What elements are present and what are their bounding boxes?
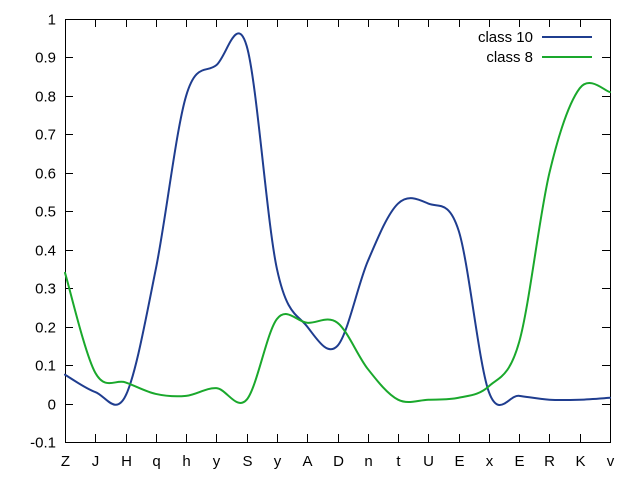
- y-tick-label: 0.1: [35, 358, 56, 375]
- x-tick-label: H: [121, 453, 132, 470]
- x-tick-label: t: [396, 453, 401, 470]
- series-line-2: [64, 82, 611, 404]
- y-tick-label: 0.2: [35, 320, 56, 337]
- x-tick-label: A: [302, 453, 312, 470]
- y-tick-label: 0.4: [35, 243, 56, 260]
- x-tick-label: v: [607, 453, 615, 470]
- x-tick-label: E: [454, 453, 464, 470]
- y-tick-label: 0.6: [35, 166, 56, 183]
- x-tick-label: S: [242, 453, 252, 470]
- legend-label: class 10: [478, 29, 533, 46]
- x-tick-label: x: [486, 453, 494, 470]
- x-tick-label: y: [213, 453, 221, 470]
- y-tick-label: -0.1: [30, 435, 56, 452]
- y-tick-label: 0.5: [35, 204, 56, 221]
- x-tick-label: h: [182, 453, 190, 470]
- x-tick-label: D: [333, 453, 344, 470]
- y-axis: -0.1 0 0.1 0.2 0.3 0.4 0.5 0.6 0.7 0.8 0.9 1: [30, 12, 610, 452]
- x-tick-label: n: [364, 453, 372, 470]
- x-tick-label: E: [514, 453, 524, 470]
- y-tick-label: 0.8: [35, 89, 56, 106]
- series-line-1: [64, 32, 611, 406]
- x-tick-label: R: [544, 453, 555, 470]
- plot-frame: [65, 19, 611, 443]
- y-tick-label: 1: [48, 12, 56, 29]
- legend-label: class 8: [486, 49, 533, 66]
- y-tick-label: 0.3: [35, 281, 56, 298]
- y-tick-label: 0.7: [35, 127, 56, 144]
- x-tick-label: y: [274, 453, 282, 470]
- x-tick-label: Z: [61, 453, 70, 470]
- x-tick-label: K: [575, 453, 585, 470]
- x-tick-label: q: [152, 453, 160, 470]
- y-tick-label: 0.9: [35, 50, 56, 67]
- series-group: [64, 32, 611, 406]
- y-tick-label: 0: [48, 397, 56, 414]
- x-tick-label: U: [423, 453, 434, 470]
- x-tick-label: J: [92, 453, 100, 470]
- legend: class 10 class 8: [478, 29, 592, 66]
